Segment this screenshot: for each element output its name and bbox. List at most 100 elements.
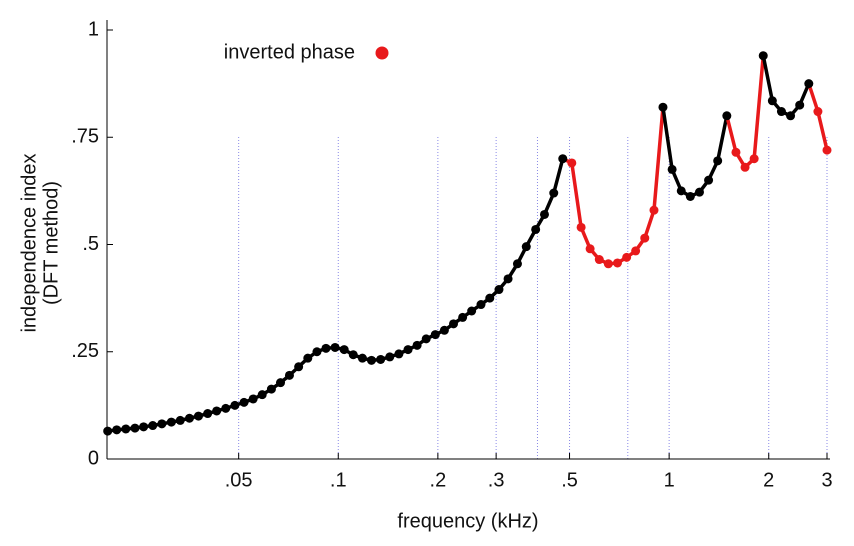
data-point <box>321 343 331 353</box>
y-tick-label: .25 <box>71 340 99 362</box>
data-point <box>758 51 768 61</box>
x-tick-label: 1 <box>664 469 675 491</box>
data-point <box>767 96 777 106</box>
data-point <box>248 394 258 404</box>
data-point <box>276 378 286 388</box>
data-point <box>676 186 686 196</box>
data-point <box>103 426 113 436</box>
data-point <box>412 340 422 350</box>
data-point <box>585 244 595 254</box>
y-tick-label: 1 <box>88 18 99 40</box>
data-point <box>148 421 158 431</box>
line-segment <box>761 53 775 103</box>
data-point <box>494 285 504 295</box>
x-tick-label: .3 <box>488 469 505 491</box>
data-point <box>212 406 222 416</box>
x-axis-label: frequency (kHz) <box>397 510 538 532</box>
data-point <box>813 107 823 117</box>
data-point <box>112 425 122 435</box>
y-tick-label: 0 <box>88 447 99 469</box>
data-point <box>804 79 814 89</box>
x-tick-label: .05 <box>225 469 253 491</box>
data-point <box>467 306 477 316</box>
data-point <box>339 345 349 355</box>
x-tick-label: .2 <box>430 469 447 491</box>
data-point <box>348 350 358 360</box>
data-point <box>203 409 213 419</box>
data-point <box>230 400 240 410</box>
data-point <box>284 370 294 380</box>
y-tick-label: .5 <box>82 233 99 255</box>
line-segment <box>725 114 738 155</box>
data-point <box>257 390 267 400</box>
data-point <box>749 154 759 164</box>
x-tick-label: 2 <box>763 469 774 491</box>
data-point <box>394 349 404 359</box>
legend-label: inverted phase <box>224 41 355 63</box>
data-point <box>366 355 376 365</box>
data-point <box>658 102 668 112</box>
data-point <box>239 397 249 407</box>
data-point <box>549 188 559 198</box>
y-tick-label: .75 <box>71 126 99 148</box>
legend-marker <box>375 46 389 60</box>
data-point <box>403 345 413 355</box>
data-point <box>567 158 577 168</box>
data-point <box>485 293 495 303</box>
data-point <box>330 342 340 352</box>
data-point <box>795 100 805 110</box>
data-point <box>139 422 149 432</box>
data-point <box>603 259 613 269</box>
line-segment <box>816 109 829 152</box>
data-point <box>594 255 604 265</box>
data-point <box>221 403 231 413</box>
data-point <box>685 191 695 201</box>
data-point <box>449 319 459 329</box>
data-point <box>531 224 541 234</box>
data-point <box>266 384 276 394</box>
data-point <box>776 107 786 117</box>
data-point <box>612 258 622 268</box>
data-point <box>421 334 431 344</box>
data-point <box>503 274 513 284</box>
data-point <box>731 147 741 157</box>
data-point <box>740 162 750 172</box>
data-point <box>294 362 304 372</box>
data-point <box>357 353 367 363</box>
x-tick-label: .1 <box>330 469 347 491</box>
data-point <box>649 205 659 215</box>
data-point <box>667 164 677 174</box>
data-point <box>166 417 176 427</box>
data-point <box>385 352 395 362</box>
line-segment <box>807 81 820 114</box>
data-point <box>786 111 796 121</box>
data-point <box>713 156 723 166</box>
y-axis-label: (DFT method) <box>40 181 62 305</box>
data-point <box>184 413 194 423</box>
line-segment <box>661 105 674 172</box>
data-point <box>558 154 568 164</box>
data-point <box>193 411 203 421</box>
line-segment <box>715 114 729 163</box>
data-point <box>631 246 641 256</box>
line-segment <box>552 156 565 195</box>
data-point <box>722 111 732 121</box>
data-point <box>430 330 440 340</box>
line-segment <box>752 53 765 161</box>
data-point <box>157 419 167 429</box>
data-point <box>458 312 468 322</box>
data-point <box>640 233 650 243</box>
data-point <box>376 354 386 364</box>
line-segment <box>652 105 665 212</box>
data-point <box>539 209 549 219</box>
data-point <box>476 300 486 310</box>
data-point <box>512 259 522 269</box>
data-point <box>694 187 704 197</box>
data-point <box>303 353 313 363</box>
y-axis-label: independence index <box>18 153 40 332</box>
data-point <box>521 242 531 252</box>
data-point <box>704 175 714 185</box>
data-point <box>312 347 322 357</box>
data-point <box>439 325 449 335</box>
